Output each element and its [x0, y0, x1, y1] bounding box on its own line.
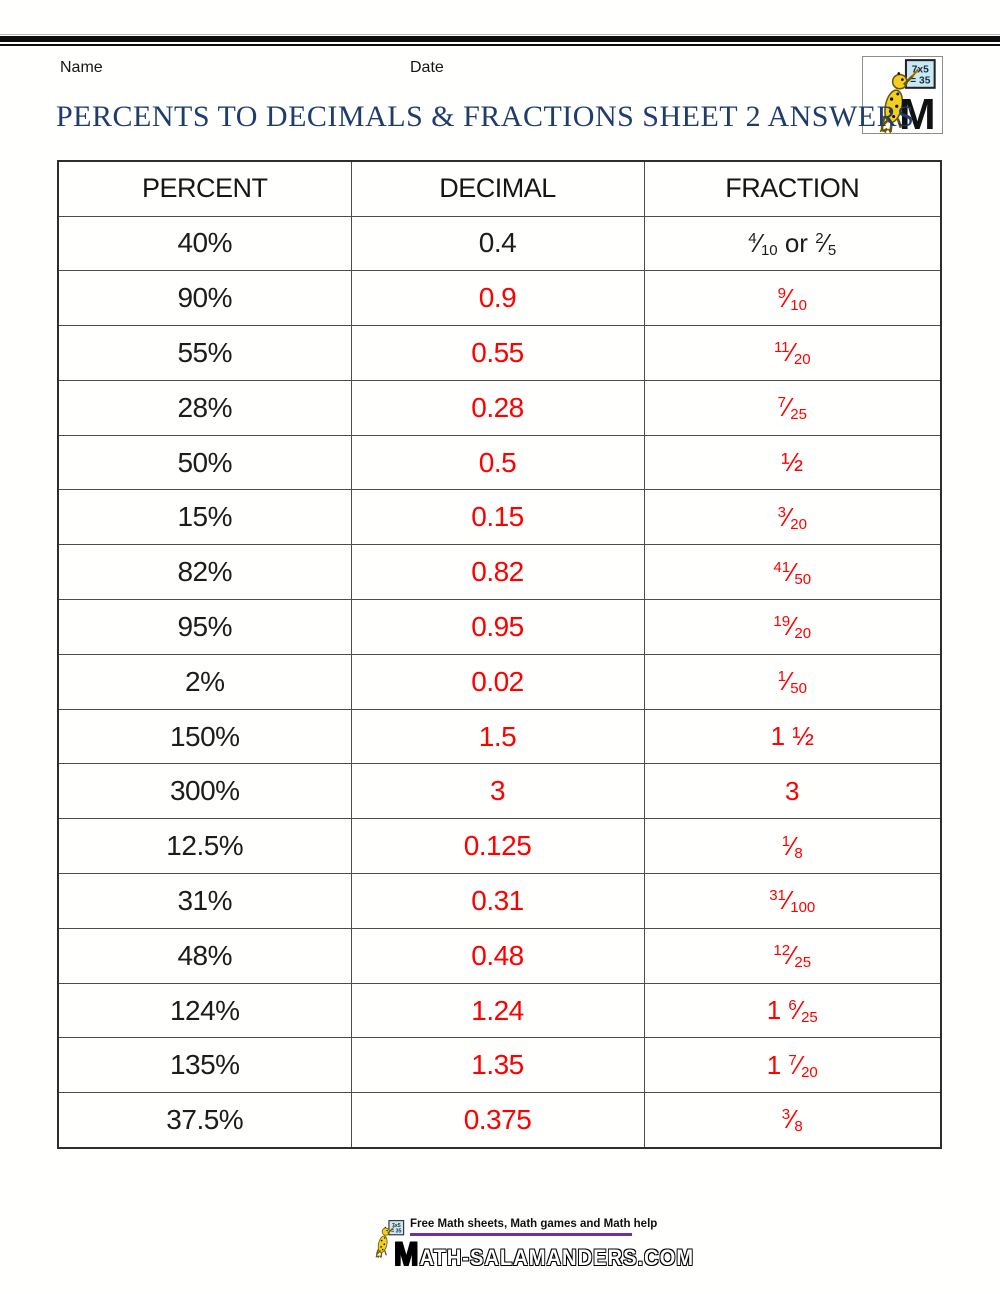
name-label: Name [60, 59, 103, 76]
fraction-cell: 31⁄100 [643, 873, 942, 929]
fraction-cell: ½ [643, 434, 942, 491]
footer-tagline: Free Math sheets, Math games and Math he… [410, 1218, 658, 1230]
column-header-percent: PERCENT [57, 160, 352, 217]
percent-cell: 31% [57, 873, 352, 929]
percent-cell: 150% [57, 708, 352, 765]
percent-cell: 15% [57, 489, 352, 546]
decimal-cell: 0.55 [350, 325, 645, 381]
fraction-cell: 1 ½ [643, 708, 942, 765]
table-header-row: PERCENT DECIMAL FRACTION [57, 160, 942, 217]
top-rule-faint [0, 34, 1000, 35]
percent-cell: 50% [57, 434, 352, 491]
fraction-cell: 9⁄10 [643, 270, 942, 327]
table-row: 15% 0.15 3⁄20 [57, 489, 942, 546]
percent-cell: 135% [57, 1037, 352, 1094]
math-salamanders-logo: M [862, 56, 943, 139]
percent-cell: 12.5% [57, 818, 352, 875]
table-row: 300% 3 3 [57, 763, 942, 820]
percent-cell: 2% [57, 653, 352, 710]
table-row: 95% 0.95 19⁄20 [57, 599, 942, 655]
fraction-cell: 11⁄20 [643, 325, 942, 381]
decimal-cell: 1.5 [350, 708, 645, 765]
answers-table: PERCENT DECIMAL FRACTION 40% 0.4 4⁄10 or… [57, 160, 942, 1149]
table-row: 31% 0.31 31⁄100 [57, 873, 942, 929]
fraction-cell: 19⁄20 [643, 599, 942, 655]
fraction-cell: 3 [643, 763, 942, 820]
table-row: 50% 0.5 ½ [57, 434, 942, 491]
percent-cell: 55% [57, 325, 352, 381]
answers-table-body: 40% 0.4 4⁄10 or 2⁄5 90% 0.9 9⁄10 55% 0.5… [57, 215, 942, 1149]
logo-m-letter: M [899, 90, 936, 133]
decimal-cell: 0.82 [350, 544, 645, 601]
percent-cell: 124% [57, 982, 352, 1039]
fraction-cell: 1 6⁄25 [643, 982, 942, 1039]
table-row: 28% 0.28 7⁄25 [57, 379, 942, 436]
decimal-cell: 0.4 [350, 215, 645, 272]
table-row: 40% 0.4 4⁄10 or 2⁄5 [57, 215, 942, 272]
decimal-cell: 0.125 [350, 818, 645, 875]
percent-cell: 40% [57, 215, 352, 272]
fraction-cell: 1 7⁄20 [643, 1037, 942, 1094]
footer-text-block: Free Math sheets, Math games and Math he… [394, 1218, 720, 1273]
fraction-cell: 3⁄8 [643, 1092, 942, 1149]
decimal-cell: 0.5 [350, 434, 645, 491]
decimal-cell: 0.15 [350, 489, 645, 546]
fraction-cell: 4⁄10 or 2⁄5 [643, 215, 942, 272]
table-row: 12.5% 0.125 1⁄8 [57, 818, 942, 875]
decimal-cell: 3 [350, 763, 645, 820]
top-rule-thick [0, 36, 1000, 42]
fraction-cell: 12⁄25 [643, 927, 942, 984]
fraction-cell: 1⁄50 [643, 653, 942, 710]
top-rule-thin [0, 44, 1000, 46]
percent-cell: 300% [57, 763, 352, 820]
table-row: 2% 0.02 1⁄50 [57, 653, 942, 710]
percent-cell: 37.5% [57, 1092, 352, 1149]
table-row: 90% 0.9 9⁄10 [57, 270, 942, 327]
date-label: Date [410, 59, 444, 76]
percent-cell: 82% [57, 544, 352, 601]
decimal-cell: 1.24 [350, 982, 645, 1039]
decimal-cell: 0.375 [350, 1092, 645, 1149]
fraction-cell: 41⁄50 [643, 544, 942, 601]
decimal-cell: 1.35 [350, 1037, 645, 1094]
footer-site-name: MATH-SALAMANDERS.COM [394, 1236, 695, 1272]
fraction-cell: 7⁄25 [643, 379, 942, 436]
footer-underline [410, 1233, 632, 1236]
table-row: 37.5% 0.375 3⁄8 [57, 1092, 942, 1149]
table-row: 150% 1.5 1 ½ [57, 708, 942, 765]
decimal-cell: 0.28 [350, 379, 645, 436]
footer-logo: Free Math sheets, Math games and Math he… [374, 1218, 720, 1273]
percent-cell: 90% [57, 270, 352, 327]
page-title: PERCENTS TO DECIMALS & FRACTIONS SHEET 2… [56, 100, 915, 133]
column-header-decimal: DECIMAL [350, 160, 645, 217]
table-row: 55% 0.55 11⁄20 [57, 325, 942, 381]
fraction-cell: 1⁄8 [643, 818, 942, 875]
decimal-cell: 0.02 [350, 653, 645, 710]
decimal-cell: 0.31 [350, 873, 645, 929]
percent-cell: 95% [57, 599, 352, 655]
table-row: 135% 1.35 1 7⁄20 [57, 1037, 942, 1094]
column-header-fraction: FRACTION [643, 160, 942, 217]
decimal-cell: 0.95 [350, 599, 645, 655]
percent-cell: 28% [57, 379, 352, 436]
salamander-logo-icon: M [879, 58, 936, 139]
decimal-cell: 0.48 [350, 927, 645, 984]
fraction-cell: 3⁄20 [643, 489, 942, 546]
table-row: 124% 1.24 1 6⁄25 [57, 982, 942, 1039]
decimal-cell: 0.9 [350, 270, 645, 327]
table-row: 48% 0.48 12⁄25 [57, 927, 942, 984]
table-row: 82% 0.82 41⁄50 [57, 544, 942, 601]
percent-cell: 48% [57, 927, 352, 984]
